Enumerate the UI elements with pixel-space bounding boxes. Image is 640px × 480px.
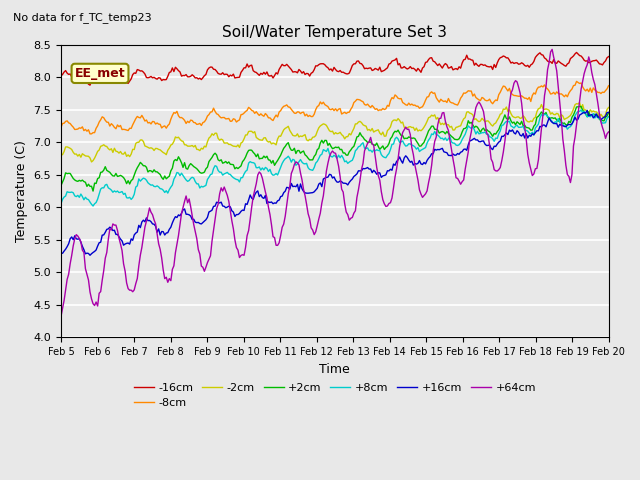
-8cm <box>605 83 612 89</box>
+64cm <box>548 47 556 52</box>
-2cm <box>126 154 134 159</box>
-8cm <box>222 116 230 122</box>
Text: EE_met: EE_met <box>75 67 125 80</box>
-8cm <box>240 110 248 116</box>
Y-axis label: Temperature (C): Temperature (C) <box>15 140 28 242</box>
+8cm <box>126 194 134 200</box>
-2cm <box>88 159 95 165</box>
-2cm <box>57 152 65 158</box>
+16cm <box>584 108 591 113</box>
+8cm <box>605 114 612 120</box>
+8cm <box>222 170 230 176</box>
-2cm <box>222 140 230 146</box>
-16cm <box>298 70 306 76</box>
Text: No data for f_TC_temp23: No data for f_TC_temp23 <box>13 12 152 23</box>
Legend: -16cm, -8cm, -2cm, +2cm, +8cm, +16cm, +64cm: -16cm, -8cm, -2cm, +2cm, +8cm, +16cm, +6… <box>129 378 540 412</box>
-16cm <box>126 78 134 84</box>
+64cm <box>57 313 65 319</box>
+2cm <box>605 109 612 115</box>
-2cm <box>577 106 585 111</box>
+64cm <box>239 252 246 258</box>
Line: +2cm: +2cm <box>61 107 609 191</box>
Line: +64cm: +64cm <box>61 49 609 316</box>
+2cm <box>222 158 230 164</box>
Title: Soil/Water Temperature Set 3: Soil/Water Temperature Set 3 <box>222 24 447 39</box>
+64cm <box>605 129 612 135</box>
+64cm <box>296 170 304 176</box>
+8cm <box>240 171 248 177</box>
-8cm <box>298 109 306 115</box>
+64cm <box>220 184 228 190</box>
+2cm <box>577 104 585 109</box>
-16cm <box>86 82 94 88</box>
+16cm <box>576 112 584 118</box>
-16cm <box>573 49 580 55</box>
+16cm <box>250 196 257 202</box>
+8cm <box>576 108 584 114</box>
-16cm <box>222 72 230 77</box>
+2cm <box>126 181 134 187</box>
+8cm <box>57 201 65 206</box>
-16cm <box>240 65 248 71</box>
-16cm <box>57 73 65 79</box>
Line: +16cm: +16cm <box>61 110 609 255</box>
-2cm <box>605 105 612 110</box>
+2cm <box>57 182 65 188</box>
+8cm <box>250 160 257 166</box>
-8cm <box>250 108 257 114</box>
+64cm <box>124 286 132 291</box>
+16cm <box>240 207 248 213</box>
-8cm <box>573 79 580 84</box>
+16cm <box>86 252 94 258</box>
-2cm <box>576 100 584 106</box>
+8cm <box>577 107 585 113</box>
-8cm <box>57 124 65 130</box>
+8cm <box>298 159 306 165</box>
+64cm <box>576 98 584 104</box>
+64cm <box>248 204 255 210</box>
+2cm <box>250 149 257 155</box>
-16cm <box>250 68 257 73</box>
+2cm <box>576 104 584 109</box>
-8cm <box>126 125 134 131</box>
+16cm <box>222 205 230 211</box>
-8cm <box>86 131 94 137</box>
Line: -8cm: -8cm <box>61 82 609 134</box>
-16cm <box>577 53 585 59</box>
Line: +8cm: +8cm <box>61 110 609 206</box>
+8cm <box>89 203 97 209</box>
+16cm <box>605 109 612 115</box>
+2cm <box>89 188 97 194</box>
-2cm <box>240 136 248 142</box>
Line: -16cm: -16cm <box>61 52 609 85</box>
+16cm <box>57 251 65 256</box>
X-axis label: Time: Time <box>319 363 350 376</box>
-16cm <box>605 54 612 60</box>
+2cm <box>298 149 306 155</box>
Line: -2cm: -2cm <box>61 103 609 162</box>
-2cm <box>298 133 306 139</box>
+16cm <box>298 186 306 192</box>
-2cm <box>250 130 257 136</box>
-8cm <box>577 80 585 86</box>
+16cm <box>126 241 134 247</box>
+2cm <box>240 157 248 163</box>
